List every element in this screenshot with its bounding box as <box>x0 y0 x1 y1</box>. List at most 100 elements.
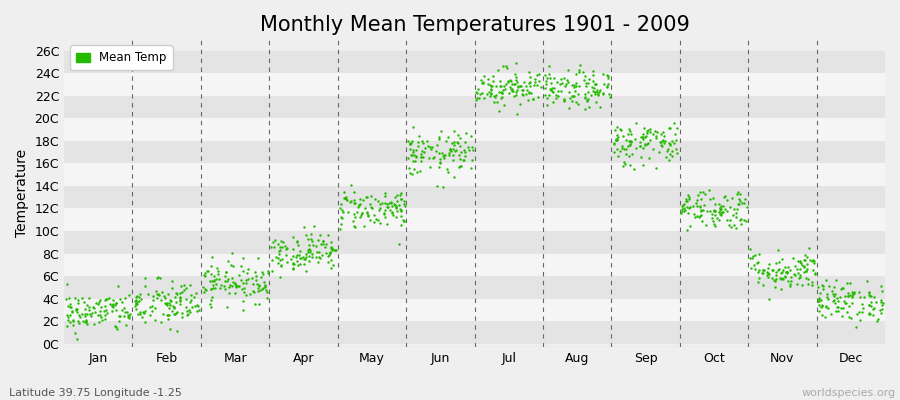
Point <box>792 258 806 264</box>
Point <box>204 286 219 292</box>
Point <box>642 155 656 161</box>
Point <box>150 295 165 301</box>
Point <box>799 275 814 282</box>
Point <box>360 211 374 218</box>
Point <box>68 330 82 336</box>
Point <box>508 89 523 95</box>
Point <box>374 220 388 226</box>
Point <box>119 321 133 328</box>
Point <box>791 258 806 264</box>
Point <box>707 208 722 214</box>
Point <box>775 269 789 275</box>
Point <box>457 139 472 145</box>
Point <box>843 280 858 286</box>
Point <box>653 142 668 148</box>
Point <box>752 251 766 258</box>
Point <box>121 312 135 318</box>
Point <box>757 267 771 274</box>
Point <box>378 193 392 200</box>
Point <box>440 166 454 172</box>
Point <box>254 274 268 280</box>
Point <box>251 285 266 291</box>
Point <box>334 220 348 227</box>
Point <box>774 276 788 282</box>
Point <box>556 75 571 82</box>
Point <box>812 296 826 302</box>
Point <box>627 136 642 143</box>
Point <box>512 101 526 107</box>
Point <box>531 71 545 77</box>
Point <box>173 290 187 296</box>
Point <box>572 83 587 90</box>
Point <box>323 257 338 263</box>
Point <box>158 300 172 306</box>
Point <box>842 292 857 298</box>
Point <box>516 92 530 98</box>
Point <box>633 143 647 149</box>
Point <box>109 300 123 306</box>
Point <box>484 83 499 89</box>
Point <box>689 212 704 219</box>
Point <box>665 153 680 160</box>
Point <box>743 265 758 272</box>
Point <box>321 259 336 265</box>
Point <box>521 97 535 104</box>
Point <box>82 307 96 314</box>
Point <box>526 96 540 102</box>
Point <box>286 260 301 266</box>
Point <box>394 207 409 214</box>
Point <box>811 297 825 304</box>
Point <box>166 305 181 311</box>
Point <box>808 270 823 277</box>
Point <box>197 272 211 278</box>
Point <box>148 288 163 294</box>
Point <box>580 88 595 95</box>
Point <box>239 277 254 284</box>
Point <box>183 282 197 288</box>
Point <box>347 188 362 195</box>
Point <box>176 314 190 320</box>
Point <box>540 94 554 101</box>
Point <box>60 317 75 324</box>
Point <box>522 68 536 75</box>
Point <box>714 210 728 216</box>
Point <box>226 262 240 269</box>
Point <box>146 297 160 304</box>
Point <box>588 81 602 87</box>
Point <box>633 138 647 145</box>
Point <box>635 144 650 151</box>
Point <box>491 88 506 95</box>
Point <box>377 210 392 217</box>
Point <box>730 206 744 212</box>
Point <box>334 214 348 220</box>
Point <box>844 293 859 300</box>
Point <box>737 200 751 206</box>
Point <box>186 294 201 300</box>
Point <box>470 90 484 96</box>
Point <box>184 297 199 303</box>
Point <box>394 196 409 203</box>
Point <box>457 153 472 159</box>
Bar <box>64 231 885 254</box>
Point <box>265 268 279 274</box>
Point <box>71 318 86 325</box>
Point <box>169 308 184 315</box>
Point <box>708 212 723 218</box>
Point <box>556 98 571 104</box>
Point <box>293 248 308 254</box>
Point <box>182 307 196 313</box>
Point <box>293 255 308 262</box>
Point <box>268 237 283 244</box>
Point <box>397 218 411 224</box>
Point <box>812 308 826 314</box>
Point <box>184 292 198 298</box>
Point <box>236 298 250 304</box>
Point <box>790 266 805 272</box>
Point <box>446 152 460 158</box>
Point <box>635 136 650 142</box>
Point <box>681 193 696 200</box>
Point <box>504 86 518 92</box>
Point <box>402 141 417 147</box>
Point <box>484 87 499 94</box>
Point <box>723 216 737 223</box>
